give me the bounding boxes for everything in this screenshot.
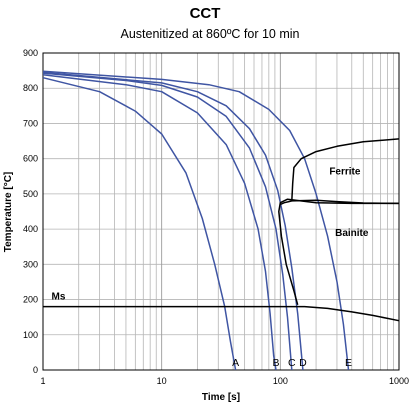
cooling-curve-d [42,71,304,371]
cooling-curve-e [42,70,350,371]
x-tick-label: 1 [40,376,45,386]
y-tick-label: 200 [23,295,38,305]
boundary-bainite-start [278,198,399,305]
transformation-boundaries [43,138,400,322]
y-axis-label: Temperature [°C] [3,172,14,253]
y-tick-label: 800 [23,83,38,93]
axis-ticks: 0 100 200 300 400 500 600 700 800 900 1 10 100 1000 [23,48,409,386]
region-label-ferrite: Ferrite [329,167,361,178]
plot-area-frame [42,52,400,371]
cooling-curve-a [42,76,237,371]
cooling-curve-c [42,72,293,371]
boundary-ferrite-bainite-boundary [291,199,400,205]
x-tick-label: 100 [273,376,288,386]
chart-title: CCT [190,5,221,22]
curve-label-e: E [345,357,352,369]
region-label-ms: Ms [52,292,66,303]
cooling-curves [42,70,350,371]
grid-lines [42,52,400,371]
y-tick-label: 600 [23,154,38,164]
curve-label-d: D [299,357,307,369]
y-tick-label: 0 [33,365,38,375]
y-tick-label: 100 [23,330,38,340]
cooling-curve-b [42,74,277,371]
y-tick-label: 500 [23,189,38,199]
y-tick-label: 300 [23,259,38,269]
curve-label-a: A [232,357,239,369]
x-tick-label: 10 [157,376,167,386]
boundary-ferrite-start [279,138,400,206]
curve-label-c: C [288,357,296,369]
curve-label-b: B [273,357,280,369]
y-tick-label: 900 [23,48,38,58]
x-tick-label: 1000 [389,376,409,386]
y-tick-label: 700 [23,118,38,128]
region-annotations: Ferrite Bainite Ms A B C D E [52,167,369,369]
chart-subtitle: Austenitized at 860ºC for 10 min [121,27,300,41]
region-label-bainite: Bainite [335,228,369,239]
x-axis-label: Time [s] [202,392,240,403]
y-tick-label: 400 [23,224,38,234]
boundary-ms [43,305,400,322]
